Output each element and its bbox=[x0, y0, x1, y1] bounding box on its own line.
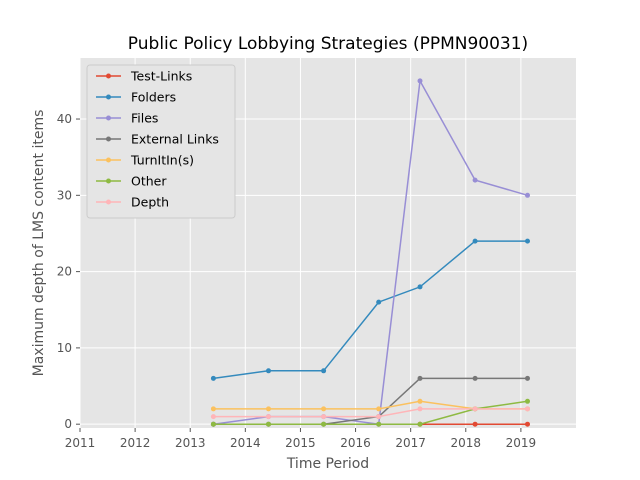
data-point-files bbox=[472, 177, 478, 183]
legend-label-test-links: Test-Links bbox=[130, 69, 192, 84]
x-tick-label: 2013 bbox=[175, 436, 206, 450]
data-point-turnitin-s bbox=[321, 406, 327, 412]
legend-box bbox=[86, 64, 236, 219]
data-point-depth bbox=[472, 406, 478, 412]
data-point-folders bbox=[266, 368, 271, 374]
data-point-depth bbox=[266, 414, 271, 420]
y-tick-label: 40 bbox=[57, 112, 72, 126]
data-point-folders bbox=[210, 375, 216, 381]
legend-marker-test-links bbox=[106, 73, 111, 79]
data-point-depth bbox=[417, 406, 423, 412]
legend-marker-files bbox=[106, 115, 111, 121]
data-point-other bbox=[376, 421, 382, 427]
legend-marker-folders bbox=[106, 94, 111, 100]
data-point-other bbox=[417, 421, 423, 427]
series-lines bbox=[210, 78, 530, 427]
legend-marker-turnitin-s bbox=[106, 157, 111, 163]
legend-label-files: Files bbox=[131, 111, 158, 126]
y-tick-label: 20 bbox=[57, 265, 72, 279]
x-tick-label: 2018 bbox=[451, 436, 482, 450]
data-point-folders bbox=[525, 238, 530, 244]
axis-ticks: 2011 2012 2013 2014 2015 2016 2017 2018 2019 0 10 2… bbox=[57, 112, 536, 450]
data-point-external-links bbox=[417, 375, 423, 381]
data-point-depth bbox=[321, 414, 327, 420]
data-point-depth bbox=[525, 406, 530, 412]
legend-label-other: Other bbox=[131, 174, 167, 189]
y-tick-label: 30 bbox=[57, 188, 72, 202]
data-point-external-links bbox=[472, 375, 478, 381]
x-tick-label: 2016 bbox=[340, 436, 371, 450]
x-tick-label: 2012 bbox=[120, 436, 151, 450]
x-tick-label: 2014 bbox=[230, 436, 261, 450]
legend-label-folders: Folders bbox=[131, 90, 176, 105]
data-point-turnitin-s bbox=[376, 406, 382, 412]
legend-label-turnitin-s: TurnItIn(s) bbox=[130, 153, 194, 168]
data-point-depth bbox=[210, 414, 216, 420]
x-tick-label: 2019 bbox=[506, 436, 537, 450]
data-point-other bbox=[321, 421, 327, 427]
data-point-folders bbox=[376, 299, 382, 305]
data-point-folders bbox=[321, 368, 327, 374]
x-tick-label: 2017 bbox=[395, 436, 426, 450]
legend-marker-other bbox=[106, 178, 111, 184]
data-point-files bbox=[417, 78, 423, 84]
data-point-folders bbox=[472, 238, 478, 244]
legend-label-depth: Depth bbox=[131, 195, 169, 210]
x-tick-label: 2015 bbox=[285, 436, 316, 450]
data-point-other bbox=[210, 421, 216, 427]
legend-marker-external-links bbox=[106, 136, 111, 142]
y-axis-label: Maximum depth of LMS content items bbox=[31, 110, 47, 377]
legend-marker-depth bbox=[106, 199, 111, 205]
data-point-test-links bbox=[525, 421, 530, 427]
chart-title: Public Policy Lobbying Strategies (PPMN9… bbox=[128, 34, 528, 54]
legend: Test-Links Folders Files External Links Turn… bbox=[86, 64, 236, 219]
data-point-depth bbox=[376, 414, 382, 420]
y-tick-label: 10 bbox=[57, 341, 72, 355]
y-tick-label: 0 bbox=[64, 417, 72, 431]
data-point-files bbox=[525, 192, 530, 198]
data-point-folders bbox=[417, 284, 423, 290]
legend-label-external-links: External Links bbox=[131, 132, 219, 147]
data-point-test-links bbox=[472, 421, 478, 427]
data-point-external-links bbox=[525, 375, 530, 381]
x-tick-label: 2011 bbox=[65, 436, 96, 450]
x-axis-label: Time Period bbox=[286, 456, 369, 472]
data-point-turnitin-s bbox=[417, 398, 423, 404]
data-point-other bbox=[266, 421, 271, 427]
data-point-other bbox=[525, 398, 530, 404]
data-point-turnitin-s bbox=[266, 406, 271, 412]
data-point-turnitin-s bbox=[210, 406, 216, 412]
